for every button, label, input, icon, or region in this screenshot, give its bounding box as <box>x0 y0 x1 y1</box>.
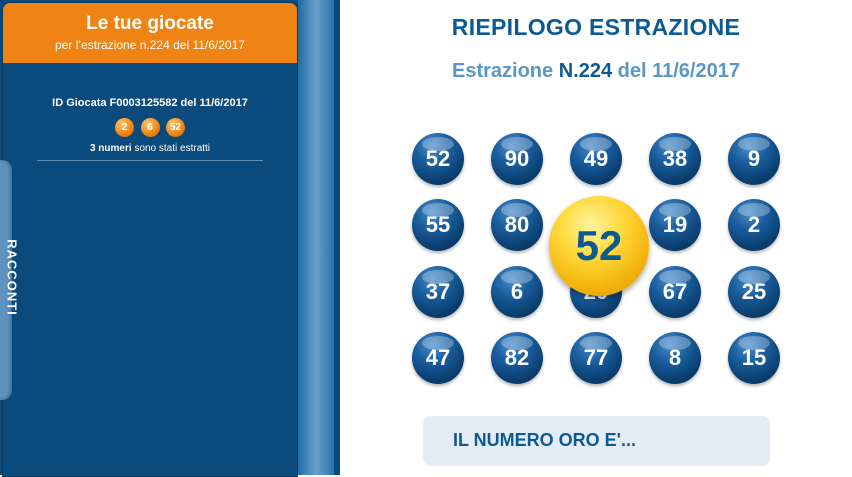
played-numbers: 2 6 52 <box>3 117 297 137</box>
drawn-number-ball: 55 <box>412 199 464 251</box>
drawn-number-ball: 80 <box>491 199 543 251</box>
drawn-number-ball: 90 <box>491 133 543 185</box>
drawn-number-ball: 2 <box>728 199 780 251</box>
drawn-number-ball: 25 <box>728 266 780 318</box>
drawn-number-ball: 52 <box>412 133 464 185</box>
side-tab-label[interactable]: RACCONTI <box>4 239 20 316</box>
drawn-number-ball: 82 <box>491 332 543 384</box>
panel-title: Le tue giocate <box>86 13 214 34</box>
drawn-number-ball: 19 <box>649 199 701 251</box>
divider-bar <box>298 0 334 475</box>
draw-label: Estrazione <box>452 60 554 82</box>
drawn-number-ball: 49 <box>570 133 622 185</box>
drawn-number-ball: 77 <box>570 332 622 384</box>
drawn-number-ball: 37 <box>412 266 464 318</box>
gold-number-label: IL NUMERO ORO E'... <box>453 430 636 450</box>
played-number-ball: 2 <box>115 118 135 137</box>
side-tab[interactable] <box>0 160 12 400</box>
panel-header: Le tue giocate per l’estrazione n.224 de… <box>3 3 297 63</box>
drawn-number-ball: 8 <box>649 332 701 384</box>
play-id: ID Giocata F0003125582 del 11/6/2017 <box>52 97 248 109</box>
draw-number: N.224 <box>558 60 613 82</box>
gold-number-panel: IL NUMERO ORO E'... <box>423 416 770 466</box>
extracted-text: sono stati estratti <box>134 143 211 154</box>
drawn-number-ball: 67 <box>649 266 701 318</box>
played-number-ball: 52 <box>165 118 185 137</box>
extracted-count: 3 numeri <box>89 143 132 154</box>
my-plays-panel: Le tue giocate per l’estrazione n.224 de… <box>2 2 298 477</box>
drawn-number-ball: 9 <box>728 133 780 185</box>
played-number-ball: 6 <box>140 118 160 137</box>
drawn-number-ball: 6 <box>491 266 543 318</box>
summary-title: RIEPILOGO ESTRAZIONE <box>451 14 741 40</box>
separator <box>37 160 263 161</box>
drawn-number-ball: 47 <box>412 332 464 384</box>
draw-date: del 11/6/2017 <box>617 60 740 82</box>
gold-number-ball: 52 <box>549 196 649 296</box>
extracted-status: 3 numeri sono stati estratti <box>3 143 297 154</box>
drawn-number-ball: 15 <box>728 332 780 384</box>
draw-subtitle: Estrazione N.224 del 11/6/2017 <box>340 60 852 83</box>
panel-subtitle: per l’estrazione n.224 del 11/6/2017 <box>55 38 245 52</box>
drawn-number-ball: 38 <box>649 133 701 185</box>
